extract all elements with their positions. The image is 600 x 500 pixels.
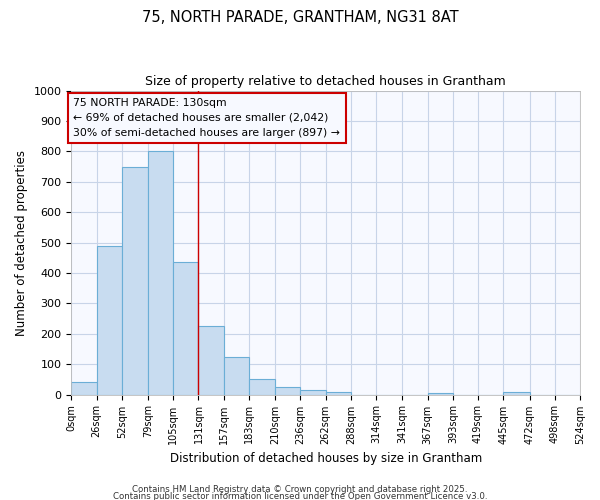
Title: Size of property relative to detached houses in Grantham: Size of property relative to detached ho… xyxy=(145,75,506,88)
Bar xyxy=(224,356,249,395)
Text: 75, NORTH PARADE, GRANTHAM, NG31 8AT: 75, NORTH PARADE, GRANTHAM, NG31 8AT xyxy=(142,10,458,25)
Bar xyxy=(326,392,351,394)
Text: 75 NORTH PARADE: 130sqm
← 69% of detached houses are smaller (2,042)
30% of semi: 75 NORTH PARADE: 130sqm ← 69% of detache… xyxy=(73,98,340,138)
Bar xyxy=(199,326,224,394)
Bar xyxy=(97,246,122,394)
Bar xyxy=(275,387,301,394)
Y-axis label: Number of detached properties: Number of detached properties xyxy=(15,150,28,336)
Bar xyxy=(249,380,275,394)
Bar xyxy=(428,393,453,394)
Bar xyxy=(122,166,148,394)
Text: Contains public sector information licensed under the Open Government Licence v3: Contains public sector information licen… xyxy=(113,492,487,500)
X-axis label: Distribution of detached houses by size in Grantham: Distribution of detached houses by size … xyxy=(170,452,482,465)
Bar xyxy=(71,382,97,394)
Bar xyxy=(301,390,326,394)
Bar xyxy=(173,262,199,394)
Bar xyxy=(503,392,530,394)
Text: Contains HM Land Registry data © Crown copyright and database right 2025.: Contains HM Land Registry data © Crown c… xyxy=(132,485,468,494)
Bar xyxy=(148,152,173,394)
